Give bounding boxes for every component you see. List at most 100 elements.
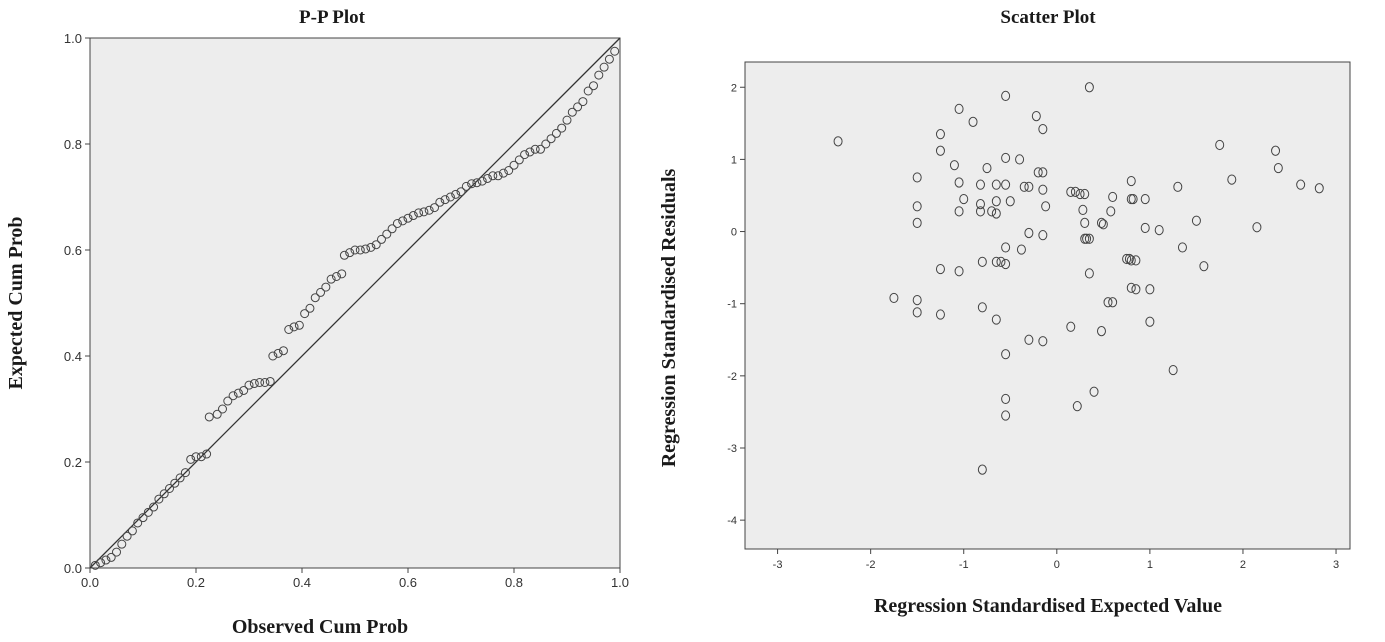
scatter-point [1227,174,1237,185]
scatter-y-tick-label: -4 [727,515,737,527]
scatter-point [1173,181,1183,192]
pp-x-axis-title: Observed Cum Prob [232,616,408,638]
pp-point [249,379,259,389]
pp-point [96,558,106,568]
scatter-point [1271,145,1281,156]
pp-point [530,144,540,154]
scatter-point [1084,82,1094,93]
pp-point [339,250,349,260]
scatter-point [1131,255,1141,266]
scatter-point [1089,386,1099,397]
pp-point [594,70,604,80]
pp-point [204,412,214,422]
scatter-plot-area [744,61,1351,550]
pp-point [477,176,487,186]
pp-point [212,409,222,419]
scatter-point [912,294,922,306]
scatter-point [1015,154,1025,165]
scatter-point [975,206,985,217]
pp-point [557,123,567,133]
pp-point [289,322,299,332]
pp-y-tick-label: 0.6 [64,243,82,258]
scatter-point [1075,188,1085,200]
scatter-point [1096,217,1106,228]
scatter-point [889,292,899,304]
pp-point [440,195,450,205]
pp-point [419,207,429,217]
scatter-point [1080,188,1090,200]
pp-point [331,272,341,281]
pp-point [387,224,397,234]
pp-x-tick-label: 0.6 [399,575,417,590]
pp-point [90,560,100,570]
scatter-point [1078,204,1088,216]
scatter-point [977,464,987,475]
scatter-point [991,208,1001,219]
pp-point [223,396,233,406]
pp-point [382,229,392,239]
scatter-y-tick-label: 0 [731,227,737,239]
scatter-point [833,136,843,147]
pp-x-tick-label: 1.0 [611,575,629,590]
scatter-point [1096,326,1106,337]
pp-point [202,449,212,459]
pp-point [520,150,530,160]
pp-point [165,484,174,493]
pp-point [589,81,598,91]
scatter-point [991,314,1001,325]
scatter-point [1016,244,1026,255]
scatter-point [954,177,964,188]
scatter-plot-title: Scatter Plot [1000,7,1096,28]
scatter-point [1038,123,1048,135]
pp-point [345,248,355,258]
pp-point [483,173,492,183]
pp-x-ticks: 0.0 0.2 0.4 0.6 0.8 1.0 [81,568,629,590]
pp-reference-line [89,37,621,569]
scatter-point [1098,219,1108,230]
scatter-point [1126,282,1136,293]
scatter-point [1038,167,1048,178]
pp-point [456,187,466,197]
pp-point [546,134,556,144]
scatter-point [1108,297,1118,308]
pp-point [604,54,614,64]
scatter-point [1126,255,1136,266]
pp-point [578,97,588,107]
pp-point [218,404,227,414]
pp-point [284,325,294,334]
pp-point [551,128,561,138]
pp-point [112,547,121,557]
pp-point [106,552,116,562]
pp-point [233,388,243,398]
scatter-point [1066,186,1076,197]
scatter-point [996,256,1006,267]
scatter-point [1041,201,1051,212]
scatter-point [1024,227,1034,239]
scatter-point [987,206,997,217]
pp-point [562,115,572,125]
scatter-point [1084,233,1094,244]
pp-point [414,208,424,218]
pp-point [273,348,283,358]
pp-point [305,303,315,313]
pp-point [326,274,336,284]
pp-point [337,269,347,279]
scatter-point [1024,334,1034,345]
pp-point [101,555,111,565]
pp-points [90,46,620,570]
pp-plot: P-P Plot 0.0 0.2 0.4 0.6 0.8 1.0 0.0 0.2 0.4 0.6… [5,7,629,638]
scatter-point [1019,181,1029,192]
scatter-point [1145,316,1155,327]
scatter-x-tick-label: -1 [959,559,969,571]
pp-point [186,454,196,464]
scatter-x-tick-label: -3 [773,559,783,571]
scatter-point [975,199,985,210]
scatter-point [1296,179,1306,190]
pp-y-tick-label: 0.0 [64,561,82,576]
pp-point [191,452,201,462]
scatter-point [1001,393,1011,405]
scatter-x-tick-label: 3 [1333,559,1339,571]
scatter-point [959,193,969,205]
pp-y-axis-title: Expected Cum Prob [5,217,27,390]
scatter-y-tick-label: -3 [727,443,737,455]
